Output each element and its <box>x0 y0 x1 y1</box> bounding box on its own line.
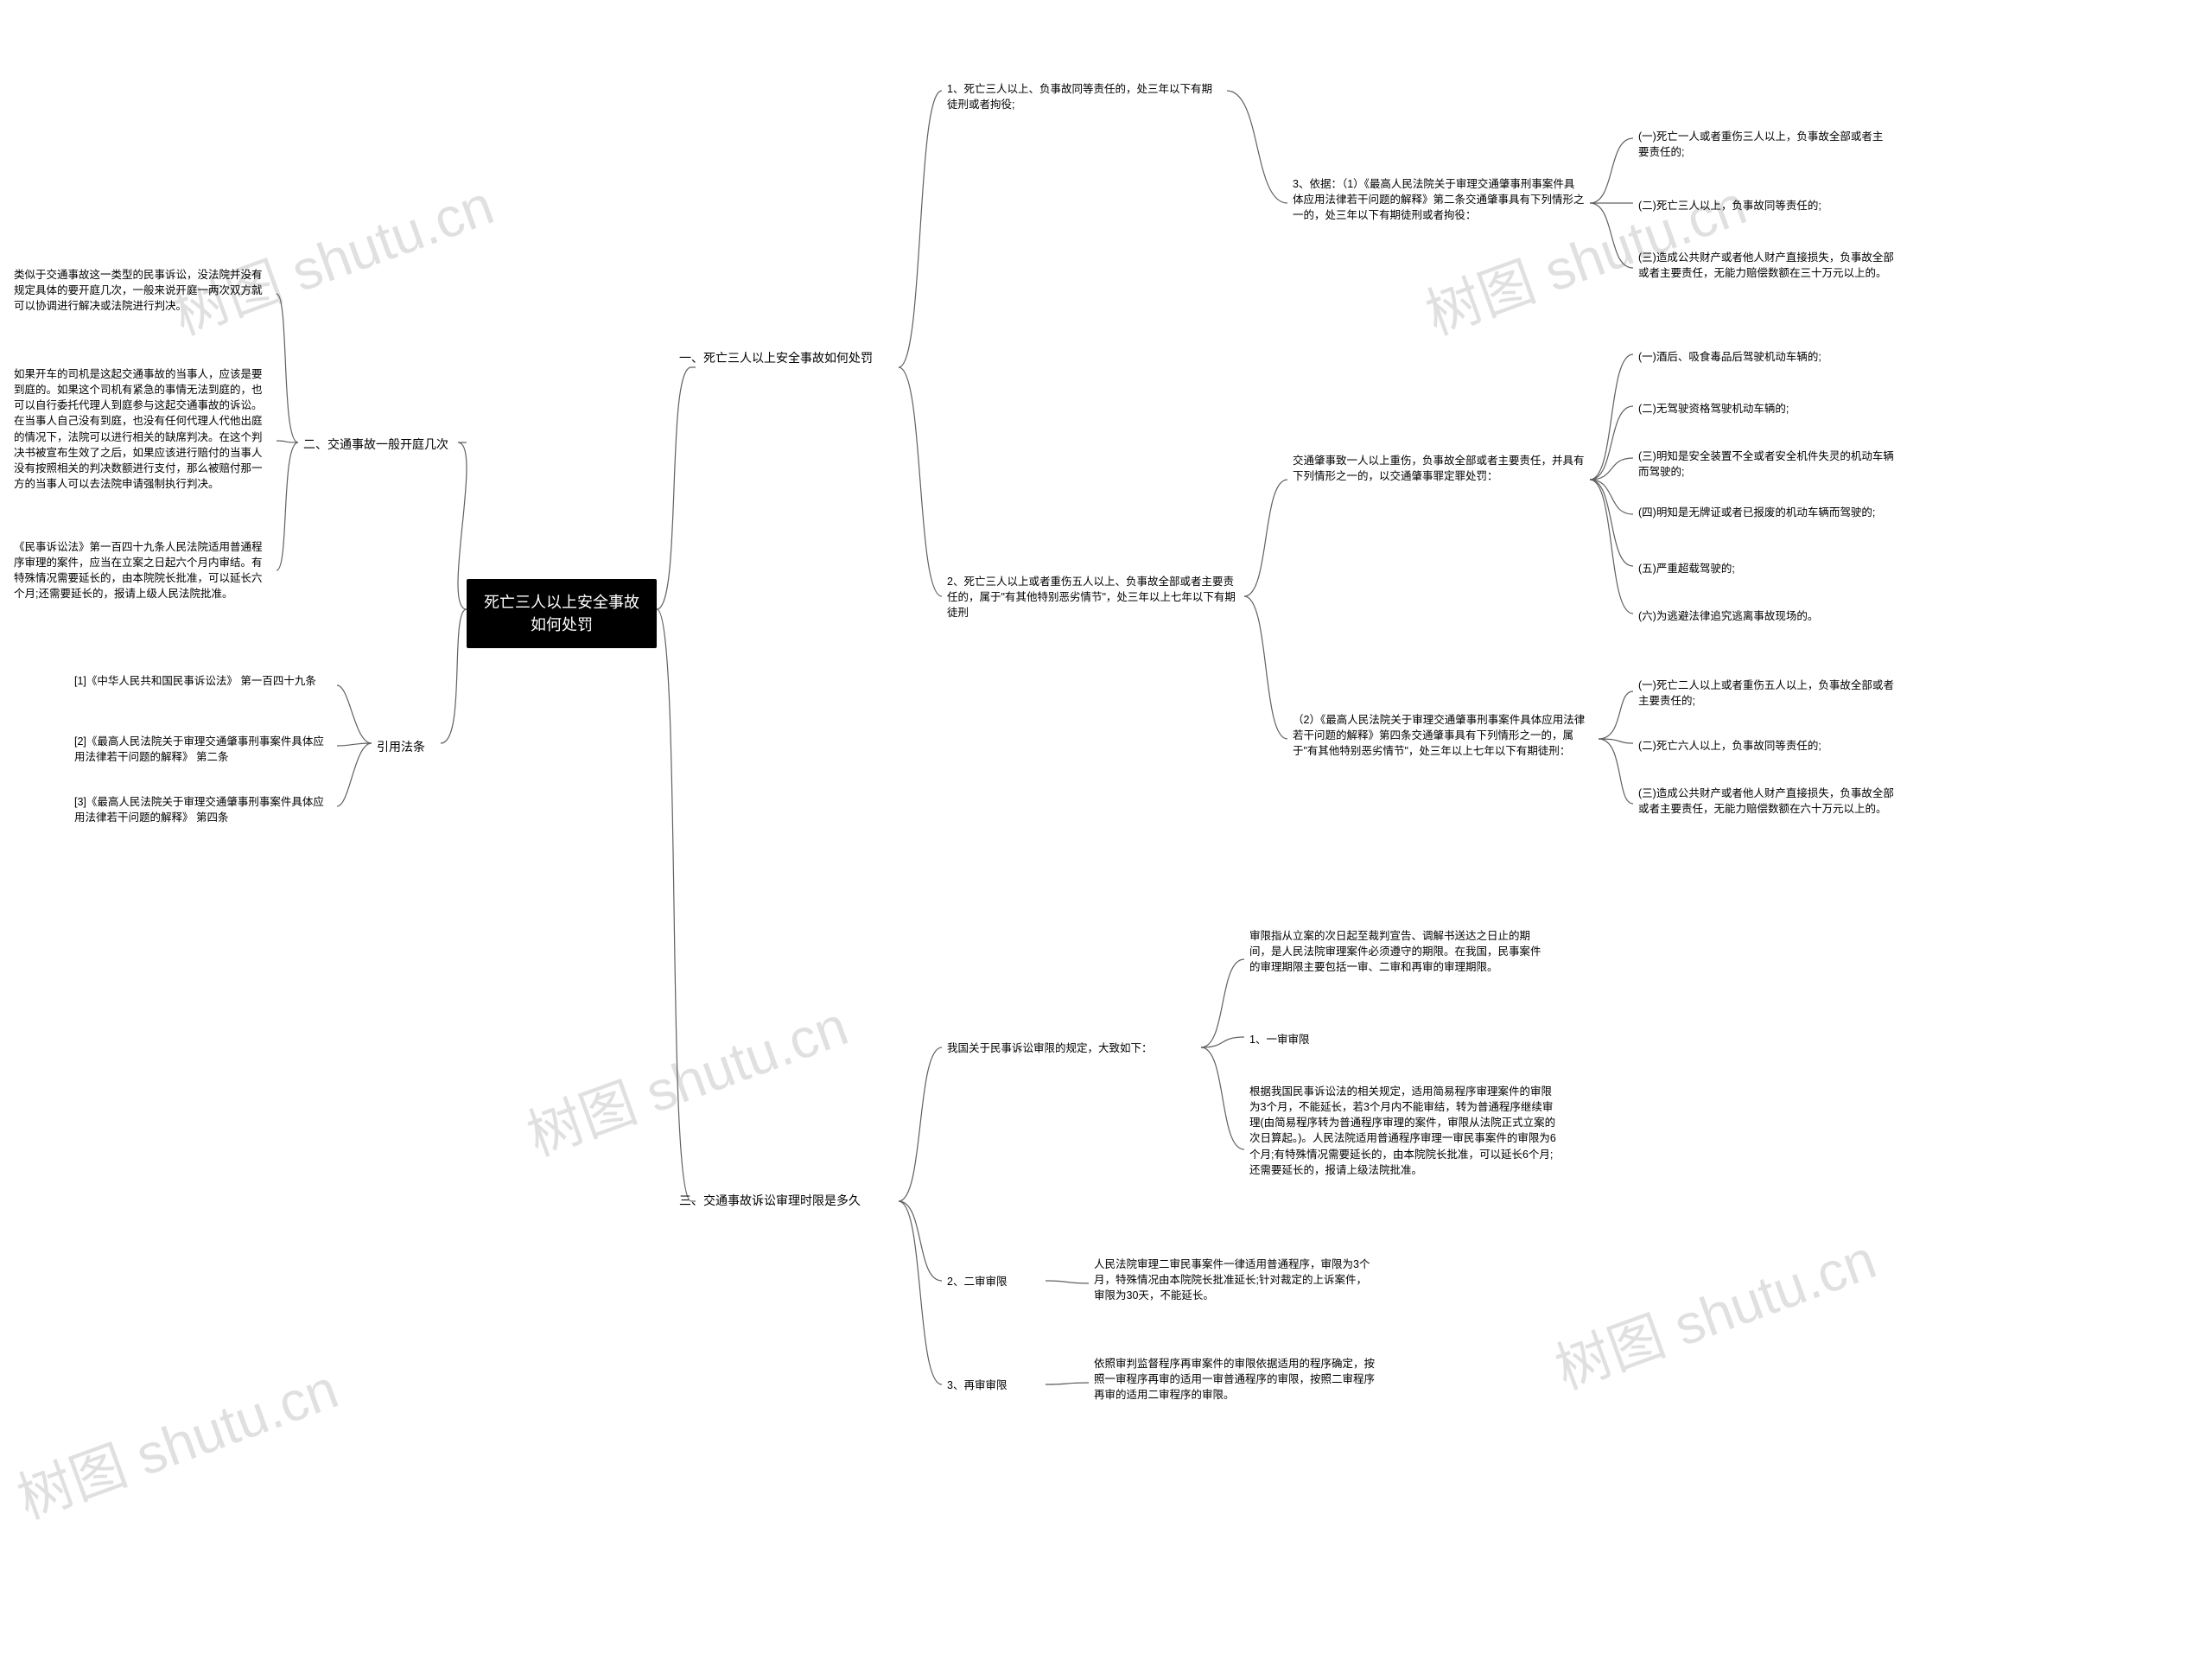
s1-2-sub-c2: (二)无驾驶资格驾驶机动车辆的; <box>1633 398 1892 420</box>
s4-c1: [1]《中华人民共和国民事诉讼法》 第一百四十九条 <box>69 670 328 692</box>
s3-n3: 3、再审审限 <box>942 1374 1046 1397</box>
root-node: 死亡三人以上安全事故如何处罚 <box>467 579 657 648</box>
section-4-title: 引用法条 <box>372 735 441 759</box>
s4-c3: [3]《最高人民法院关于审理交通肇事刑事案件具体应用法律若干问题的解释》 第四条 <box>69 791 337 829</box>
s4-c2: [2]《最高人民法院关于审理交通肇事刑事案件具体应用法律若干问题的解释》 第二条 <box>69 730 337 768</box>
watermark: 树图 shutu.cn <box>515 982 857 1171</box>
s1-2-sub2-c2: (二)死亡六人以上，负事故同等责任的; <box>1633 735 1892 757</box>
s2-c3: 《民事诉讼法》第一百四十九条人民法院适用普通程序审理的案件，应当在立案之日起六个… <box>9 536 276 606</box>
s3-intro: 我国关于民事诉讼审限的规定，大致如下： <box>942 1037 1201 1060</box>
s2-c1: 类似于交通事故这一类型的民事诉讼，没法院并没有规定具体的要开庭几次，一般来说开庭… <box>9 264 276 317</box>
s3-n2: 2、二审审限 <box>942 1270 1046 1293</box>
watermark: 树图 shutu.cn <box>161 161 503 350</box>
watermark: 树图 shutu.cn <box>1543 1215 1885 1404</box>
s1-2-sub-c1: (一)酒后、吸食毒品后驾驶机动车辆的; <box>1633 346 1892 368</box>
s2-c2: 如果开车的司机是这起交通事故的当事人，应该是要到庭的。如果这个司机有紧急的事情无… <box>9 363 276 495</box>
s1-item-3: 3、依据：（1）《最高人民法院关于审理交通肇事刑事案件具体应用法律若干问题的解释… <box>1287 173 1590 226</box>
s3-n3-c: 依照审判监督程序再审案件的审限依据适用的程序确定，按照一审程序再审的适用一审普通… <box>1089 1352 1382 1406</box>
section-1-title: 一、死亡三人以上安全事故如何处罚 <box>674 346 899 370</box>
s1-item-1: 1、死亡三人以上、负事故同等责任的，处三年以下有期徒刑或者拘役; <box>942 78 1227 116</box>
s1-2-sub-c3: (三)明知是安全装置不全或者安全机件失灵的机动车辆而驾驶的; <box>1633 445 1910 483</box>
s1-2-sub2-c1: (一)死亡二人以上或者重伤五人以上，负事故全部或者主要责任的; <box>1633 674 1910 712</box>
s3-intro-c1: 1、一审审限 <box>1244 1028 1348 1051</box>
s1-3-c3: (三)造成公共财产或者他人财产直接损失，负事故全部或者主要责任，无能力赔偿数额在… <box>1633 246 1910 284</box>
s3-intro-c0: 审限指从立案的次日起至裁判宣告、调解书送达之日止的期间，是人民法院审理案件必须遵… <box>1244 925 1547 978</box>
s1-2-sub-c4: (四)明知是无牌证或者已报废的机动车辆而驾驶的; <box>1633 501 1910 524</box>
s1-2-sub2: （2）《最高人民法院关于审理交通肇事刑事案件具体应用法律若干问题的解释》第四条交… <box>1287 709 1599 762</box>
s3-intro-c2: 根据我国民事诉讼法的相关规定，适用简易程序审理案件的审限为3个月，不能延长，若3… <box>1244 1080 1564 1181</box>
s1-2-sub: 交通肇事致一人以上重伤，负事故全部或者主要责任，并具有下列情形之一的，以交通肇事… <box>1287 449 1590 487</box>
s1-item-2: 2、死亡三人以上或者重伤五人以上、负事故全部或者主要责任的，属于"有其他特别恶劣… <box>942 570 1244 624</box>
mindmap-canvas: 树图 shutu.cn 树图 shutu.cn 树图 shutu.cn 树图 s… <box>0 0 2212 1661</box>
s1-3-c2: (二)死亡三人以上，负事故同等责任的; <box>1633 194 1892 217</box>
s3-n2-c: 人民法院审理二审民事案件一律适用普通程序，审限为3个月，特殊情况由本院院长批准延… <box>1089 1253 1382 1307</box>
section-2-title: 二、交通事故一般开庭几次 <box>298 432 467 456</box>
s1-2-sub-c6: (六)为逃避法律追究逃离事故现场的。 <box>1633 605 1892 627</box>
s1-3-c1: (一)死亡一人或者重伤三人以上，负事故全部或者主要责任的; <box>1633 125 1892 163</box>
s1-2-sub2-c3: (三)造成公共财产或者他人财产直接损失，负事故全部或者主要责任，无能力赔偿数额在… <box>1633 782 1910 820</box>
s1-2-sub-c5: (五)严重超载驾驶的; <box>1633 557 1892 580</box>
section-3-title: 三、交通事故诉讼审理时限是多久 <box>674 1188 899 1212</box>
watermark: 树图 shutu.cn <box>5 1345 347 1534</box>
